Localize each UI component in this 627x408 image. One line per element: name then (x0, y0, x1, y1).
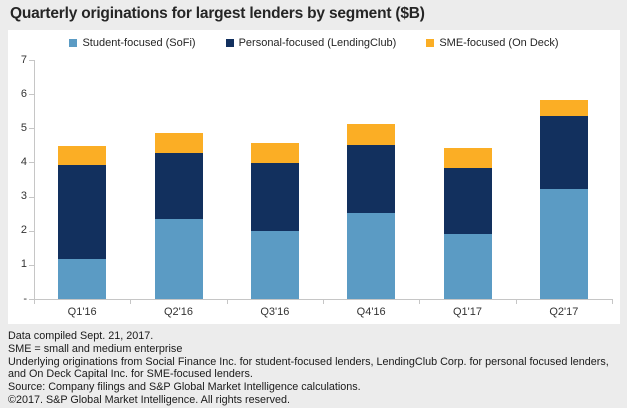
bar-q3-16 (250, 142, 299, 299)
bar-q2-17-segment-personal-focused-lendingclub (539, 115, 588, 190)
bar-q1-16-segment-sme-focused-ondeck (58, 145, 107, 166)
legend-item-student-focused: Student-focused (SoFi) (69, 37, 196, 49)
x-axis-category-label: Q1'17 (452, 306, 482, 318)
legend-item-sme-focused: SME-focused (On Deck) (426, 37, 559, 49)
x-axis-category-label: Q1'16 (67, 306, 97, 318)
chart-legend: Student-focused (SoFi) Personal-focused … (8, 37, 620, 49)
y-axis-tick (29, 264, 34, 266)
y-axis-line (34, 60, 35, 300)
y-axis-tick-label: - (23, 292, 27, 305)
x-axis-tick (34, 300, 35, 304)
y-axis-tick-label: 7 (20, 53, 27, 66)
bar-q1-17-segment-sme-focused-ondeck (443, 148, 492, 168)
x-axis-category-label: Q4'16 (356, 306, 386, 318)
y-axis-tick (29, 230, 34, 232)
bar-q1-16 (58, 145, 107, 299)
x-axis-tick (515, 300, 517, 304)
x-axis-category-label: Q2'17 (549, 306, 579, 318)
footnote-sme-definition: SME = small and medium enterprise (8, 342, 183, 355)
footnote-source: Source: Company filings and S&P Global M… (8, 381, 361, 394)
bar-q2-17-segment-student-focused-sofi (539, 189, 588, 299)
y-axis-tick-label: 5 (20, 121, 27, 134)
chart-panel: Student-focused (SoFi) Personal-focused … (8, 30, 620, 324)
x-axis-category-label: Q3'16 (260, 306, 290, 318)
x-axis-category-label: Q2'16 (163, 306, 193, 318)
legend-swatch-sme-focused-icon (426, 39, 435, 47)
bar-q2-16 (154, 132, 203, 299)
bar-q4-16-segment-sme-focused-ondeck (347, 123, 396, 146)
x-axis-tick (226, 300, 228, 304)
y-axis-tick-label: 6 (20, 87, 27, 100)
y-axis-tick (29, 196, 34, 198)
bar-q2-17 (539, 100, 588, 299)
x-axis-line (34, 299, 613, 300)
legend-item-personal-focused: Personal-focused (LendingClub) (225, 37, 397, 49)
bar-q1-16-segment-student-focused-sofi (58, 259, 107, 299)
x-axis-tick (130, 300, 132, 304)
bar-q2-16-segment-personal-focused-lendingclub (154, 152, 203, 220)
y-axis-tick-label: 3 (20, 190, 27, 203)
y-axis-tick (29, 60, 34, 61)
chart-title: Quarterly originations for largest lende… (10, 5, 425, 22)
y-axis-tick (29, 128, 34, 130)
legend-swatch-personal-focused-icon (225, 39, 234, 47)
bar-q4-16-segment-student-focused-sofi (347, 212, 396, 299)
x-axis-tick (612, 300, 613, 304)
bar-q1-16-segment-personal-focused-lendingclub (58, 165, 107, 260)
footnote-data-compiled: Data compiled Sept. 21, 2017. (8, 330, 154, 342)
legend-label-personal-focused: Personal-focused (LendingClub) (238, 37, 397, 49)
x-axis-tick (323, 300, 324, 304)
y-axis-tick-label: 1 (20, 258, 27, 271)
bar-q3-16-segment-student-focused-sofi (250, 231, 299, 299)
footnotes: Data compiled Sept. 21, 2017. SME = smal… (8, 330, 623, 407)
legend-swatch-student-focused-icon (69, 39, 78, 47)
y-axis-tick (29, 162, 34, 164)
y-axis-tick (29, 299, 34, 300)
bar-q1-17-segment-personal-focused-lendingclub (443, 167, 492, 235)
x-axis-tick (419, 300, 421, 304)
bar-q4-16-segment-personal-focused-lendingclub (347, 145, 396, 213)
y-axis-tick (29, 94, 34, 96)
bar-q1-17 (443, 148, 492, 299)
bar-q3-16-segment-sme-focused-ondeck (250, 142, 299, 164)
legend-label-sme-focused: SME-focused (On Deck) (439, 37, 559, 49)
footnote-copyright: ©2017. S&P Global Market Intelligence. A… (8, 393, 291, 406)
bar-q2-16-segment-student-focused-sofi (154, 219, 203, 299)
y-axis-tick-label: 2 (20, 224, 27, 237)
bar-q1-17-segment-student-focused-sofi (443, 234, 492, 299)
bar-q2-17-segment-sme-focused-ondeck (539, 100, 588, 116)
legend-label-student-focused: Student-focused (SoFi) (82, 37, 196, 49)
bar-q4-16 (347, 123, 396, 299)
bar-q3-16-segment-personal-focused-lendingclub (250, 163, 299, 232)
footnote-underlying-originations: Underlying originations from Social Fina… (8, 355, 609, 381)
bar-q2-16-segment-sme-focused-ondeck (154, 132, 203, 153)
y-axis-tick-label: 4 (20, 155, 27, 168)
